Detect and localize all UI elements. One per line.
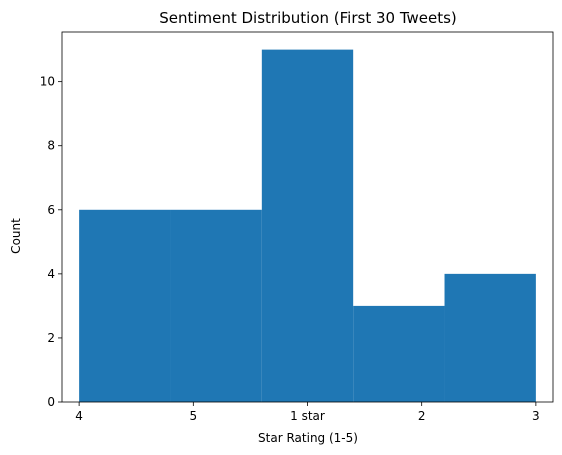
x-tick-label-4: 2 <box>418 409 426 423</box>
y-tick-label-3: 4 <box>47 267 55 281</box>
x-axis-ticks: 4 5 1 star 2 3 <box>75 402 540 423</box>
y-tick-label-6: 10 <box>40 75 55 89</box>
y-tick-label-1: 0 <box>47 395 55 409</box>
x-tick-label-2: 5 <box>189 409 197 423</box>
histogram-bar-4 <box>353 305 445 402</box>
histogram-bar-2 <box>170 209 262 402</box>
chart-title: Sentiment Distribution (First 30 Tweets) <box>159 9 457 27</box>
y-tick-label-5: 8 <box>47 139 55 153</box>
histogram-bar-3 <box>261 49 354 402</box>
plot-frame <box>61 31 554 403</box>
y-axis-ticks: 0 2 4 6 8 10 <box>40 75 62 409</box>
x-tick-label-3: 1 star <box>290 409 325 423</box>
y-axis-label: Count <box>9 218 23 254</box>
histogram-bar-1 <box>79 209 171 402</box>
x-tick-label-5: 3 <box>532 409 540 423</box>
y-tick-label-4: 6 <box>47 203 55 217</box>
histogram-bar-5 <box>444 273 536 402</box>
x-tick-label-1: 4 <box>75 409 83 423</box>
bars-group <box>79 49 536 402</box>
y-tick-label-2: 2 <box>47 331 55 345</box>
x-axis-label: Star Rating (1-5) <box>258 431 358 445</box>
